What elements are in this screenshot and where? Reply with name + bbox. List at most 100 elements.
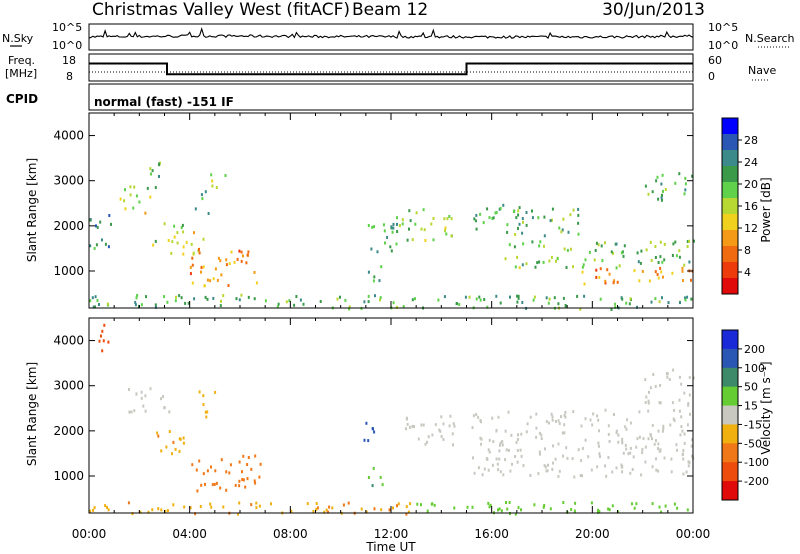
velocity-cell [242,478,245,482]
power-cell [533,295,536,299]
power-cell [391,230,394,234]
velocity-cell [651,465,654,469]
power-cell [661,296,663,300]
velocity-cell [434,423,437,427]
velocity-cell [557,419,560,423]
velocity-cell [206,469,209,473]
power-cell [379,296,382,300]
velocity-cell [89,509,92,513]
velocity-cell [626,418,629,422]
velocity-cell [621,470,624,474]
nave-label: Nave [748,64,776,77]
power-cell [302,302,305,306]
velocity-cell [485,457,488,460]
velocity-cell [480,420,482,424]
power-cell [415,211,418,215]
power-cell [408,227,410,231]
velocity-cell [525,430,528,434]
power-cell [482,221,485,225]
velocity-cell [255,506,258,510]
power-cell [551,218,553,222]
power-cell [479,298,482,302]
power-ylabel: Slant Range [km] [25,158,39,262]
velocity-cell [680,415,683,419]
velocity-cell [683,441,686,445]
power-cell [656,175,659,179]
power-cell [690,278,692,282]
power-cell [253,297,256,301]
velocity-cell [477,466,480,470]
velocity-cell [682,452,684,456]
nsky-line [88,27,694,40]
velocity-cell [589,418,592,422]
velocity-panel: 1000 2000 3000 4000 00:00 04:00 08:00 12:00 16:… [25,317,711,554]
power-cell [614,302,617,306]
power-cell [514,265,517,269]
velocity-cell [442,438,445,441]
freq-tick-top: 18 [62,54,76,67]
velocity-cell [380,508,383,512]
power-cell [402,305,405,308]
velocity-cell [453,506,456,510]
power-cell [625,301,628,305]
velocity-cell [163,406,166,410]
velocity-cell [574,501,577,505]
velocity-cell [492,440,495,444]
power-cell [637,260,640,264]
power-cell [509,295,511,299]
power-cell [615,242,618,246]
power-cell [448,215,451,218]
velocity-cell [489,503,492,507]
power-cell [577,232,580,236]
velocity-cell [206,410,209,414]
power-cell [584,258,587,262]
velocity-cell [678,398,681,402]
power-cell [688,239,691,243]
power-cell [622,254,625,258]
velocity-cell [597,508,600,512]
power-cell [182,252,185,256]
power-cell [373,225,375,229]
colorbar-swatch [722,443,738,463]
velocity-cell [552,444,554,448]
power-cell [295,295,298,298]
velocity-cell [629,421,632,425]
power-heatmap [89,161,695,311]
power-cell [444,229,446,233]
velocity-cell [209,502,212,506]
power-cell [556,257,559,261]
velocity-cell [162,395,164,399]
velocity-cell [290,509,293,513]
power-cell [678,255,681,259]
velocity-cell [552,461,554,465]
colorbar-swatch [722,405,738,425]
power-cell [380,265,383,269]
velocity-cell [611,470,614,474]
velocity-cell [237,512,239,516]
power-cell [173,224,176,228]
power-cell [678,172,681,176]
power-cell [661,173,664,177]
power-cell [572,208,575,212]
velocity-cell [604,408,607,412]
velocity-cell [529,415,532,419]
power-cell [531,240,534,244]
colorbar-tick-label: -100 [744,456,769,469]
velocity-cell [255,501,258,505]
power-cell [396,222,398,226]
power-cell [644,184,647,188]
velocity-cell [189,506,192,510]
velocity-cell [405,512,408,516]
power-cell [154,239,157,243]
velocity-cell [472,456,474,460]
power-cell [579,307,582,311]
power-cell [276,305,279,309]
x-tick-label: 00:00 [676,527,711,541]
power-cell [628,302,631,306]
velocity-cell [621,437,624,441]
power-cell [216,278,219,282]
velocity-cell [471,426,474,430]
x-tick-label: 08:00 [273,527,308,541]
power-cell [94,305,96,309]
power-cell [409,219,412,223]
